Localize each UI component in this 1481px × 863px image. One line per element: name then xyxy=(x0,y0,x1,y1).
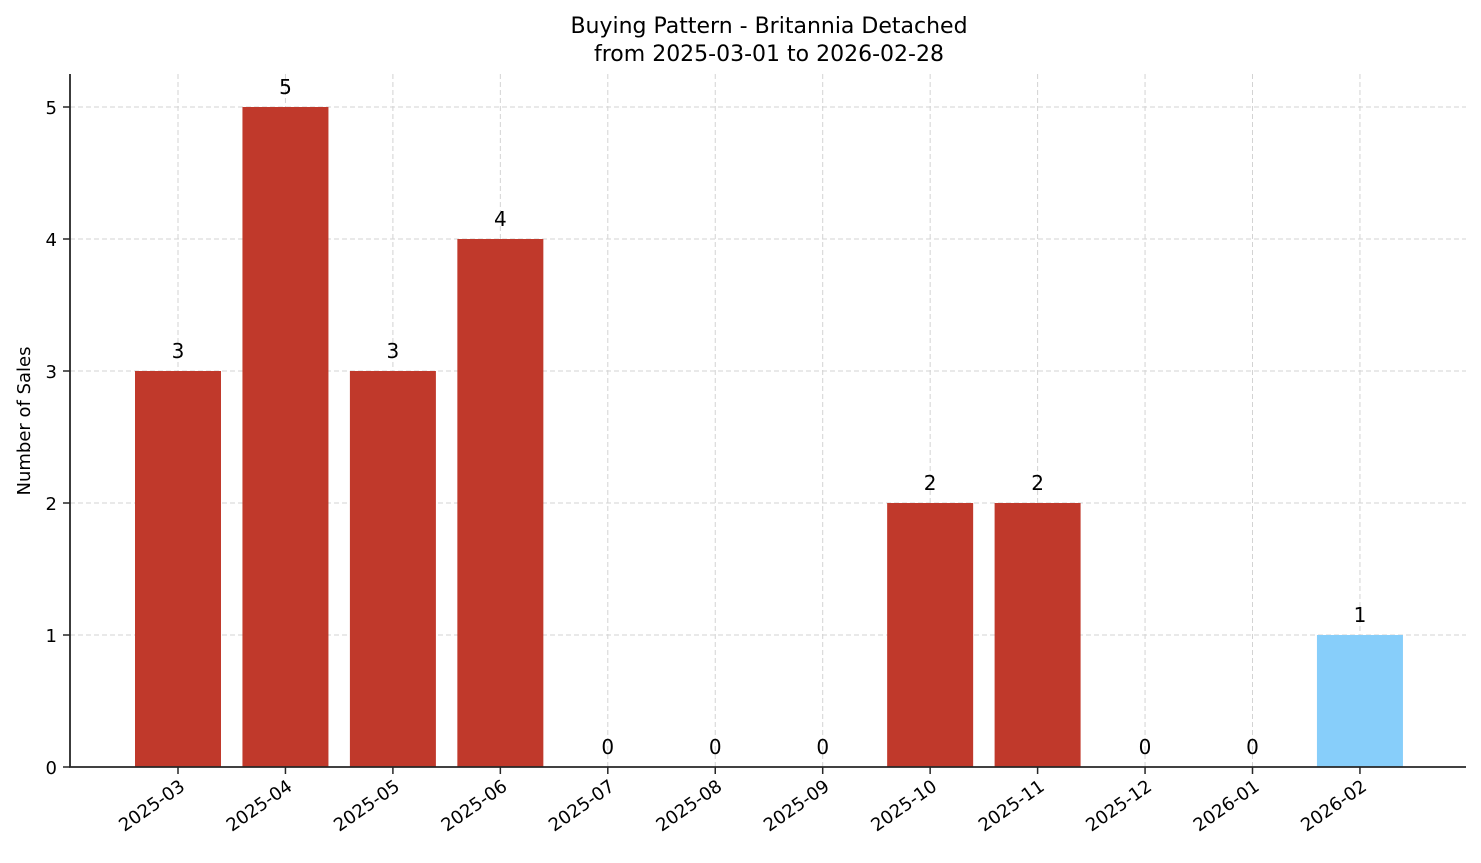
x-tick-label: 2025-07 xyxy=(545,776,619,836)
bar-value-label: 0 xyxy=(709,735,722,759)
x-tick-label: 2025-08 xyxy=(652,776,726,836)
x-tick-label: 2025-03 xyxy=(115,776,189,836)
x-tick-label: 2025-05 xyxy=(330,776,404,836)
y-axis-ticks: 0 1 2 3 4 5 xyxy=(46,98,70,779)
bar-2025-11 xyxy=(994,503,1081,767)
bars xyxy=(135,107,1403,767)
chart-title: Buying Pattern - Britannia Detached xyxy=(570,14,967,39)
bar-value-label: 2 xyxy=(1031,471,1044,495)
bar-2025-04 xyxy=(242,107,329,767)
bar-value-label: 3 xyxy=(387,339,400,363)
bar-value-label: 3 xyxy=(172,339,185,363)
bar-2025-03 xyxy=(135,371,221,767)
y-tick-label: 0 xyxy=(46,758,57,779)
y-tick-label: 1 xyxy=(46,626,57,647)
bar-value-label: 0 xyxy=(1246,735,1259,759)
x-tick-label: 2025-10 xyxy=(867,776,941,836)
y-tick-label: 2 xyxy=(46,494,57,515)
x-tick-label: 2026-01 xyxy=(1190,776,1264,836)
bar-value-label: 2 xyxy=(924,471,937,495)
x-tick-label: 2025-11 xyxy=(975,776,1049,836)
bar-value-label: 5 xyxy=(279,75,292,99)
x-tick-label: 2025-12 xyxy=(1082,776,1156,836)
bar-value-label: 0 xyxy=(816,735,829,759)
x-axis-ticks: 2025-03 2025-04 2025-05 2025-06 2025-07 2025-… xyxy=(115,767,1371,836)
x-tick-label: 2025-04 xyxy=(223,776,297,836)
bar-value-label: 0 xyxy=(1139,735,1152,759)
bar-2025-05 xyxy=(349,371,436,767)
chart-subtitle: from 2025-03-01 to 2026-02-28 xyxy=(594,42,944,67)
bar-value-label: 4 xyxy=(494,207,507,231)
y-axis-label: Number of Sales xyxy=(14,346,35,495)
bar-2026-02 xyxy=(1316,635,1403,767)
y-tick-label: 3 xyxy=(46,362,57,383)
x-tick-label: 2026-02 xyxy=(1297,776,1371,836)
x-tick-label: 2025-09 xyxy=(760,776,834,836)
x-tick-label: 2025-06 xyxy=(438,776,512,836)
bar-value-label: 1 xyxy=(1354,603,1367,627)
y-tick-label: 5 xyxy=(46,98,57,119)
bar-2025-06 xyxy=(457,239,544,767)
bar-2025-10 xyxy=(887,503,974,767)
y-tick-label: 4 xyxy=(46,230,57,251)
bar-value-labels: 3 5 3 4 0 0 0 2 2 0 0 1 xyxy=(172,75,1367,759)
bar-value-label: 0 xyxy=(601,735,614,759)
